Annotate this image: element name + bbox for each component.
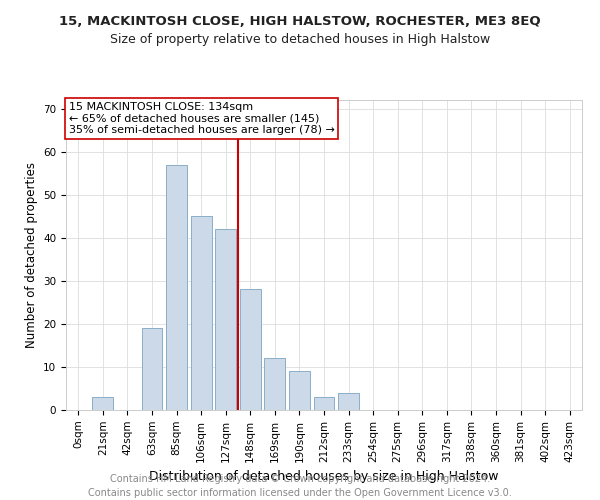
- Bar: [240, 290, 261, 410]
- Bar: [289, 371, 310, 410]
- Bar: [142, 328, 163, 410]
- Text: Size of property relative to detached houses in High Halstow: Size of property relative to detached ho…: [110, 32, 490, 46]
- Bar: [92, 397, 113, 410]
- Bar: [215, 229, 236, 410]
- Text: 15, MACKINTOSH CLOSE, HIGH HALSTOW, ROCHESTER, ME3 8EQ: 15, MACKINTOSH CLOSE, HIGH HALSTOW, ROCH…: [59, 15, 541, 28]
- Bar: [191, 216, 212, 410]
- X-axis label: Distribution of detached houses by size in High Halstow: Distribution of detached houses by size …: [149, 470, 499, 483]
- Text: Contains HM Land Registry data © Crown copyright and database right 2024.
Contai: Contains HM Land Registry data © Crown c…: [88, 474, 512, 498]
- Bar: [338, 393, 359, 410]
- Bar: [314, 397, 334, 410]
- Y-axis label: Number of detached properties: Number of detached properties: [25, 162, 38, 348]
- Text: 15 MACKINTOSH CLOSE: 134sqm
← 65% of detached houses are smaller (145)
35% of se: 15 MACKINTOSH CLOSE: 134sqm ← 65% of det…: [68, 102, 334, 134]
- Bar: [166, 164, 187, 410]
- Bar: [265, 358, 286, 410]
